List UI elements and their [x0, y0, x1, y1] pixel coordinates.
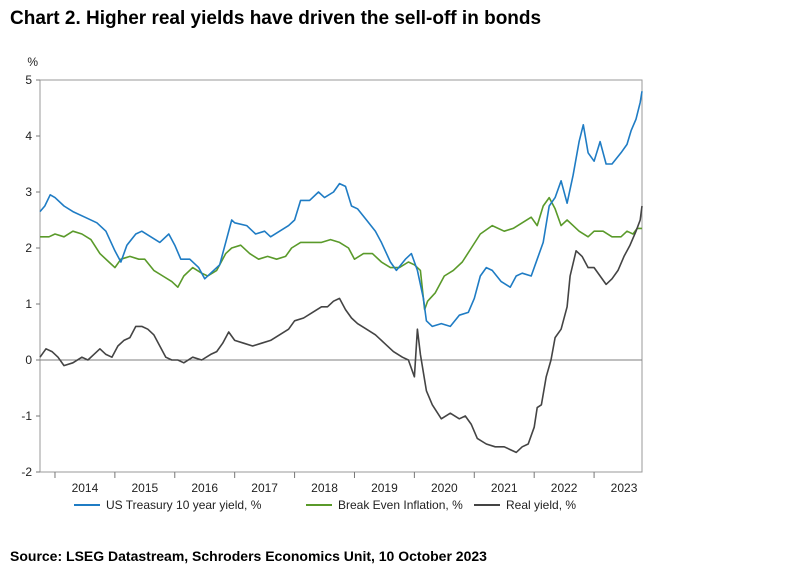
series-line-breakeven-inflation: [40, 196, 642, 311]
x-tick-label: 2014: [72, 481, 99, 495]
y-tick-label: 2: [25, 241, 32, 255]
x-tick-label: 2020: [431, 481, 458, 495]
y-tick-label: 5: [25, 73, 32, 87]
x-tick-label: 2018: [311, 481, 338, 495]
x-tick-label: 2017: [251, 481, 278, 495]
y-tick-label: -1: [21, 409, 32, 423]
series-layer: [39, 91, 643, 454]
y-tick-label: -2: [21, 465, 32, 479]
y-tick-label: 4: [25, 129, 32, 143]
y-tick-label: 0: [25, 353, 32, 367]
series-line-treasury-yield: [39, 91, 643, 328]
source-note: Source: LSEG Datastream, Schroders Econo…: [10, 548, 487, 564]
x-tick-label: 2021: [491, 481, 518, 495]
x-tick-label: 2019: [371, 481, 398, 495]
series-line-real-yield: [39, 205, 643, 454]
plot-border: [39, 79, 643, 473]
y-axis-unit-label: %: [27, 55, 38, 69]
y-tick-label: 3: [25, 185, 32, 199]
x-tick-label: 2016: [191, 481, 218, 495]
chart-title: Chart 2. Higher real yields have driven …: [10, 8, 542, 29]
legend-label: US Treasury 10 year yield, %: [106, 498, 262, 512]
legend-label: Real yield, %: [506, 498, 576, 512]
chart-legend: US Treasury 10 year yield, % Break Even I…: [74, 498, 576, 512]
chart-axes: % -2 -1 0 1 2 3 4 5 2014 2015 2016 2017 2018 2019 2020 2…: [21, 55, 643, 495]
x-tick-label: 2015: [131, 481, 158, 495]
x-tick-label: 2023: [611, 481, 638, 495]
y-tick-label: 1: [25, 297, 32, 311]
legend-label: Break Even Inflation, %: [338, 498, 463, 512]
x-tick-label: 2022: [551, 481, 578, 495]
